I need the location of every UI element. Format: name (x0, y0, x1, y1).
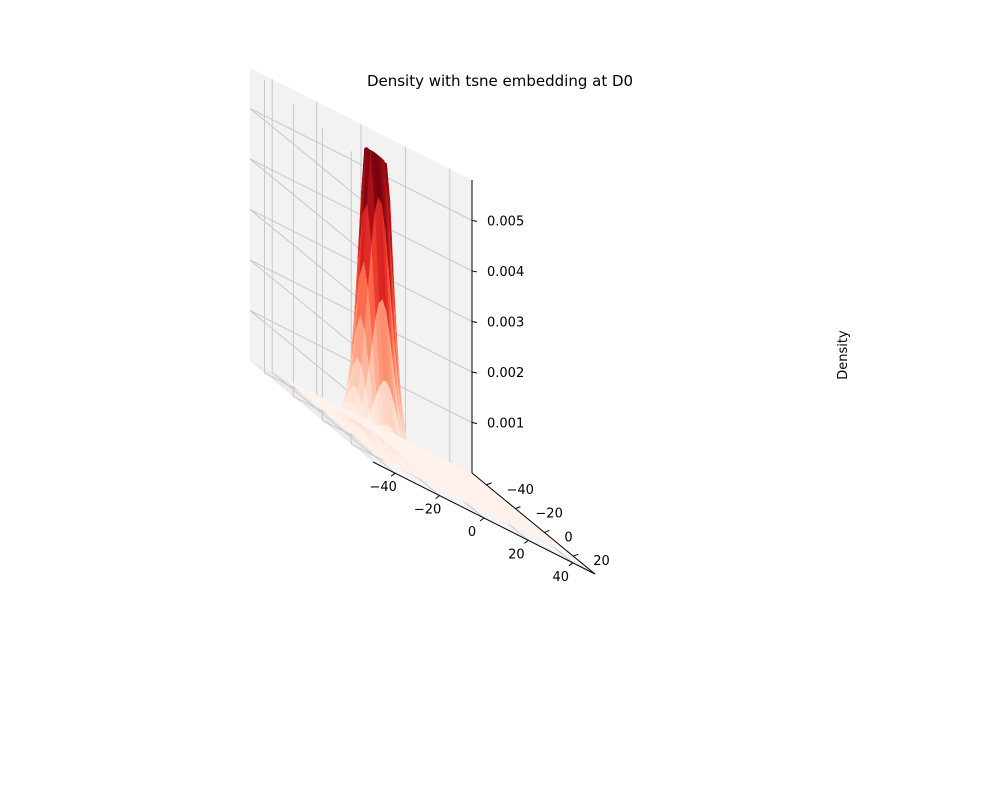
z-tick-label: 0.004 (487, 265, 524, 280)
y-tick-label: −40 (506, 483, 533, 498)
x-tick-mark (479, 517, 485, 522)
density-surface (284, 146, 574, 557)
y-tick-label: 0 (564, 530, 572, 545)
x-tick-label: 40 (553, 570, 570, 585)
surface-patch (467, 470, 476, 477)
axis-panes (250, 68, 595, 574)
z-grid-line (249, 107, 473, 221)
x-tick-mark (568, 562, 574, 567)
tick-labels: −40−2002040−40−200200.0010.0020.0030.004… (369, 214, 609, 584)
x-tick-mark (524, 540, 529, 544)
z-tick-label: 0.005 (487, 214, 524, 229)
y-tick-label: 20 (593, 554, 610, 569)
y-tick-label: −20 (535, 507, 562, 522)
z-axis-label: Density (836, 330, 851, 380)
y-axis-line (471, 472, 596, 575)
z-tick-mark (471, 270, 478, 273)
z-tick-mark (471, 219, 478, 222)
x-tick-label: 0 (468, 525, 476, 540)
x-tick-label: 20 (508, 547, 525, 562)
z-tick-mark (471, 320, 478, 323)
z-tick-mark (471, 371, 478, 374)
z-grid-line (249, 158, 473, 272)
x-tick-label: −20 (414, 503, 441, 518)
z-tick-label: 0.002 (487, 366, 524, 381)
chart-title: Density with tsne embedding at D0 (366, 72, 634, 90)
y-tick-mark (486, 482, 492, 486)
x-tick-mark (390, 472, 396, 477)
z-tick-label: 0.003 (487, 315, 524, 330)
y-tick-mark (515, 506, 521, 510)
z-grid-line (249, 259, 473, 373)
x-tick-label: −40 (369, 480, 396, 495)
y-tick-mark (573, 553, 579, 557)
z-tick-label: 0.001 (487, 416, 524, 431)
z-grid-line (249, 208, 473, 322)
y-tick-mark (544, 529, 550, 533)
x-tick-mark (435, 495, 440, 500)
z-tick-mark (471, 421, 478, 424)
